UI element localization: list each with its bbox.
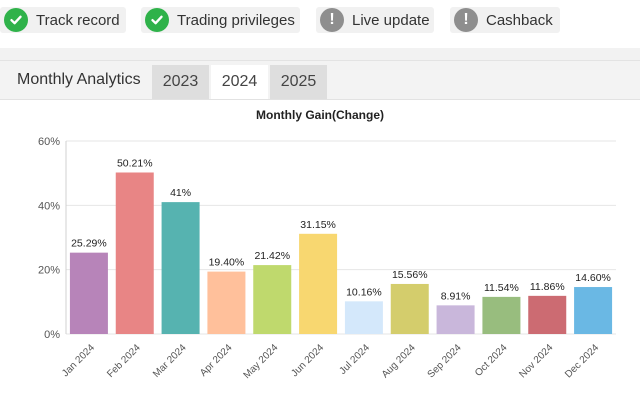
x-tick-label: Jun 2024	[289, 342, 326, 379]
tab-2023[interactable]: 2023	[152, 65, 209, 99]
y-tick-label: 20%	[38, 265, 60, 277]
x-tick-label: Sep 2024	[426, 342, 464, 380]
x-tick-label: Nov 2024	[517, 342, 555, 380]
bar	[253, 265, 292, 334]
data-label: 19.40%	[209, 257, 245, 269]
badge-label: Trading privileges	[177, 11, 295, 29]
data-label: 10.16%	[346, 286, 382, 298]
bar	[482, 296, 521, 334]
bar	[161, 202, 200, 334]
exclamation-circle-icon: !	[320, 8, 344, 32]
data-label: 8.91%	[441, 290, 471, 302]
y-tick-label: 40%	[38, 200, 60, 212]
data-label: 41%	[170, 187, 191, 199]
monthly-analytics-panel: Monthly Analytics 2023 2024 2025 Monthly…	[0, 60, 640, 401]
verification-badges: Track record Trading privileges ! Live u…	[0, 0, 640, 48]
monthly-gain-chart: 0% 20% 40% 60% 25.29% Jan 2024 50.21% Feb 2024 4…	[38, 136, 616, 381]
tab-2024[interactable]: 2024	[211, 65, 268, 99]
badge-live-update: ! Live update	[316, 7, 434, 33]
badge-label: Live update	[352, 11, 430, 29]
badge-label: Cashback	[486, 11, 553, 29]
x-tick-label: Jul 2024	[338, 342, 373, 377]
y-tick-label: 60%	[38, 136, 60, 148]
badge-track-record: Track record	[0, 7, 126, 33]
bar	[299, 233, 338, 334]
chart-title: Monthly Gain(Change)	[256, 108, 384, 122]
bar	[528, 295, 567, 334]
bar	[344, 301, 383, 334]
badge-cashback: ! Cashback	[450, 7, 560, 33]
x-tick-label: Jan 2024	[60, 342, 97, 379]
data-label: 11.86%	[530, 281, 565, 293]
data-label: 15.56%	[392, 269, 428, 281]
panel-header: Monthly Analytics 2023 2024 2025	[0, 61, 640, 100]
data-label: 50.21%	[117, 157, 153, 169]
x-tick-label: Aug 2024	[380, 342, 418, 380]
badge-label: Track record	[36, 11, 120, 29]
exclamation-circle-icon: !	[454, 8, 478, 32]
panel-title: Monthly Analytics	[17, 71, 141, 88]
data-label: 11.54%	[484, 282, 519, 294]
check-circle-icon	[4, 8, 28, 32]
bar	[390, 283, 429, 334]
x-tick-label: May 2024	[242, 342, 281, 381]
check-circle-icon	[145, 8, 169, 32]
x-tick-label: Apr 2024	[198, 342, 235, 379]
badge-trading-privileges: Trading privileges	[141, 7, 300, 33]
data-label: 14.60%	[575, 272, 611, 284]
y-tick-label: 0%	[44, 329, 60, 341]
tab-2025[interactable]: 2025	[270, 65, 327, 99]
bar	[207, 271, 246, 334]
bar	[574, 287, 613, 334]
data-label: 21.42%	[254, 250, 290, 262]
bar	[115, 172, 154, 334]
bar	[69, 252, 108, 334]
data-label: 31.15%	[300, 219, 336, 231]
data-label: 25.29%	[71, 238, 107, 250]
x-tick-label: Dec 2024	[563, 342, 601, 380]
x-tick-label: Mar 2024	[151, 342, 189, 380]
bar	[436, 305, 475, 334]
x-tick-label: Oct 2024	[473, 342, 510, 379]
x-tick-label: Feb 2024	[105, 342, 143, 380]
